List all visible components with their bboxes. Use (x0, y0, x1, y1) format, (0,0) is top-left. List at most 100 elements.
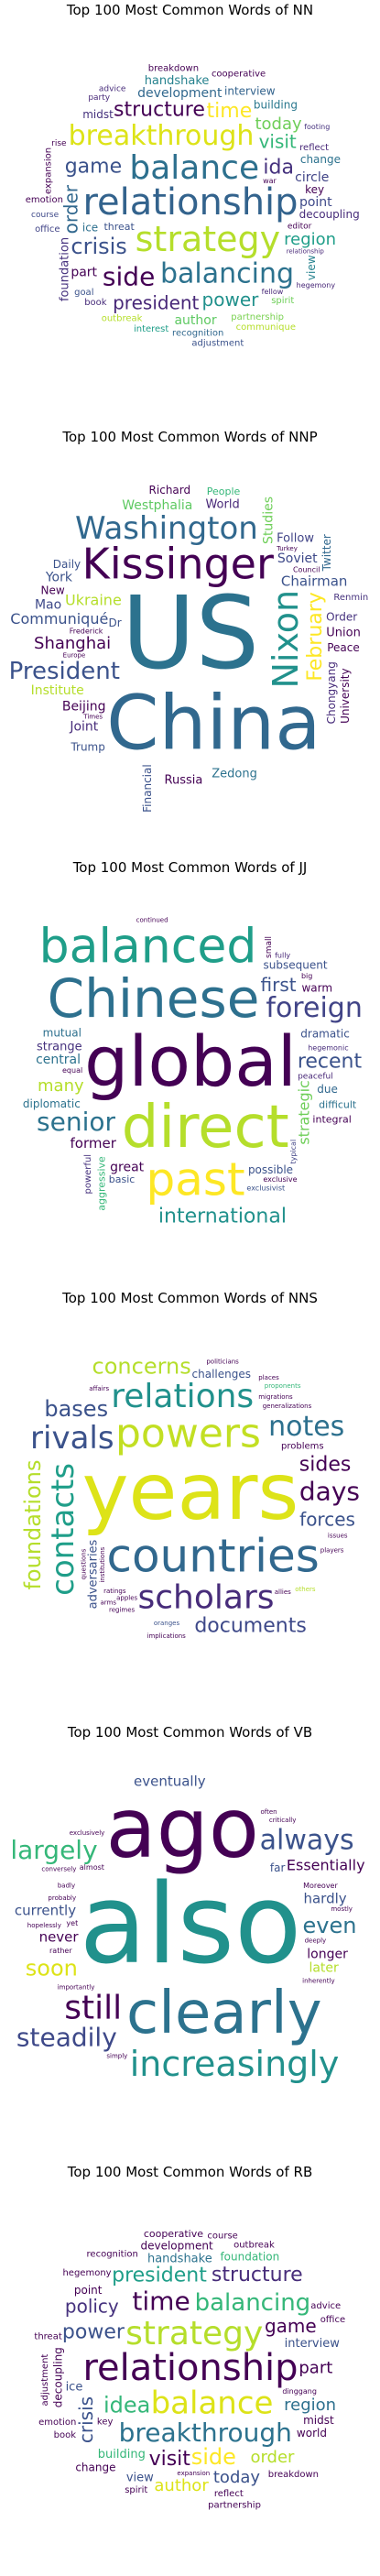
word-expansion: expansion (177, 2470, 210, 2477)
word-big: big (301, 972, 312, 980)
word-relationship: relationship (82, 181, 298, 224)
word-recent: recent (298, 1051, 363, 1074)
word-hegemonic: hegemonic (308, 1043, 348, 1052)
word-advice: advice (310, 2301, 341, 2311)
word-reflect: reflect (214, 2489, 244, 2499)
chart-title: Top 100 Most Common Words of JJ (72, 859, 308, 876)
word-interview: interview (285, 2337, 341, 2351)
word-exclusively: exclusively (70, 1829, 105, 1837)
word-emotion: emotion (38, 2418, 76, 2428)
word-china: China (106, 681, 320, 768)
word-russia: Russia (165, 773, 203, 787)
word-integral: integral (312, 1114, 351, 1126)
word-even: even (302, 1913, 356, 1938)
word-crisis: crisis (71, 234, 126, 259)
word-expansion: expansion (43, 147, 53, 194)
word-book: book (54, 2430, 77, 2440)
word-editor: editor (288, 222, 312, 231)
word-world: world (297, 2427, 327, 2440)
word-first: first (261, 974, 297, 996)
word-fully: fully (275, 951, 290, 959)
wordcloud-panel-nn: Top 100 Most Common Words of NN relation… (0, 0, 380, 421)
word-washington: Washington (75, 510, 258, 547)
word-concerns: concerns (92, 1354, 191, 1380)
word-great: great (110, 1161, 145, 1175)
word-new: New (40, 584, 64, 597)
word-policy: policy (65, 2296, 119, 2318)
word-scholars: scholars (137, 1578, 274, 1616)
word-president: President (9, 658, 120, 685)
word-war: war (263, 177, 277, 185)
word-allies: allies (275, 1588, 291, 1596)
word-recognition: recognition (172, 328, 223, 338)
word-diplomatic: diplomatic (23, 1097, 81, 1110)
word-ice: ice (66, 2380, 83, 2394)
word-strategic: strategic (296, 1080, 313, 1145)
word-partnership: partnership (231, 312, 284, 322)
word-typical: typical (289, 1140, 298, 1164)
word-inherently: inherently (302, 1978, 334, 1985)
word-places: places (258, 1374, 279, 1381)
word-hardly: hardly (303, 1891, 346, 1907)
word-power: power (202, 289, 260, 311)
word-world: World (205, 497, 239, 511)
chart-title: Top 100 Most Common Words of VB (67, 1724, 313, 1741)
word-view: view (305, 255, 318, 280)
word-moreover: Moreover (303, 1882, 338, 1890)
word-turkey: Turkey (276, 545, 298, 552)
word-central: central (36, 1053, 81, 1067)
word-party: party (88, 93, 110, 103)
word-interest: interest (134, 324, 168, 334)
word-senior: senior (37, 1107, 115, 1137)
word-longer: longer (307, 1947, 348, 1961)
word-powerful: powerful (83, 1154, 93, 1195)
word-side: side (103, 262, 155, 292)
word-part: part (71, 266, 97, 280)
word-eventually: eventually (134, 1774, 206, 1790)
word-building: building (98, 2448, 146, 2461)
word-game: game (65, 155, 122, 178)
word-foundation: foundation (220, 2250, 279, 2263)
word-book: book (84, 298, 107, 308)
word-oranges: oranges (154, 1620, 180, 1627)
word-nixon: Nixon (266, 590, 306, 689)
word-arms: arms (100, 1599, 116, 1607)
word-decoupling: decoupling (51, 2347, 64, 2407)
word-foundations: foundations (20, 1460, 46, 1590)
word-aggressive: aggressive (96, 1156, 108, 1211)
word-chairman: Chairman (281, 573, 348, 589)
word-global: global (84, 1021, 297, 1102)
word-hopelessly: hopelessly (27, 1922, 61, 1929)
word-critically: critically (269, 1817, 297, 1824)
word-change: change (75, 2461, 115, 2474)
word-importantly: importantly (58, 1984, 95, 1992)
word-visit: visit (149, 2448, 191, 2471)
word-communiqu-: Communiqué (10, 610, 108, 628)
word-often: often (260, 1808, 277, 1816)
word-direct: direct (122, 1094, 289, 1162)
word-difficult: difficult (319, 1099, 357, 1111)
word-migrations: migrations (258, 1393, 293, 1401)
word-follow: Follow (277, 532, 314, 546)
word-strange: strange (37, 1040, 82, 1053)
word-clearly: clearly (126, 1980, 322, 2047)
word-time: time (132, 2286, 190, 2316)
word-cooperative: cooperative (212, 70, 266, 80)
word-steadily: steadily (16, 2022, 117, 2052)
word-hegemony: hegemony (62, 2268, 111, 2278)
chart-title: Top 100 Most Common Words of NNS (62, 1290, 318, 1306)
word-handshake: handshake (147, 2253, 212, 2266)
word-notes: notes (268, 1411, 344, 1443)
word-course: course (31, 211, 60, 220)
word-peace: Peace (327, 641, 360, 654)
word-balanced: balanced (39, 919, 257, 974)
word-essentially: Essentially (287, 1857, 365, 1874)
word-hegemony: hegemony (297, 281, 336, 289)
word-mutual: mutual (43, 1027, 81, 1040)
word-probably: probably (48, 1894, 76, 1902)
word-threat: threat (34, 2331, 61, 2341)
word-region: region (284, 230, 336, 249)
word-regimes: regimes (109, 1607, 136, 1614)
